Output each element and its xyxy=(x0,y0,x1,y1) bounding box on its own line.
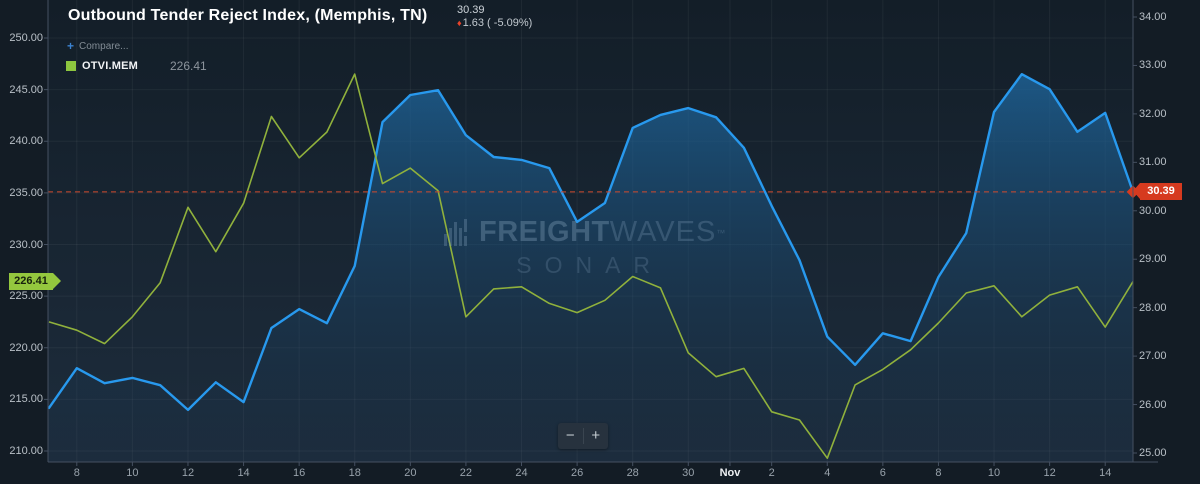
x-axis-label: 22 xyxy=(459,467,473,479)
x-axis-label: 10 xyxy=(987,467,1001,479)
x-axis-label: 30 xyxy=(682,467,695,479)
right-axis-label: 25.00 xyxy=(1139,447,1167,459)
x-axis-label: 4 xyxy=(824,467,831,479)
x-axis-label: 16 xyxy=(293,467,306,479)
otri-area-fill xyxy=(49,74,1133,462)
left-axis-label: 240.00 xyxy=(9,135,43,148)
axis-frame xyxy=(44,0,1158,466)
plus-icon: + xyxy=(67,39,75,53)
quote-change: ♦1.63 ( -5.09%) xyxy=(457,17,532,30)
left-axis-label: 250.00 xyxy=(9,32,43,44)
x-axis-label: 14 xyxy=(237,467,250,479)
page-title: Outbound Tender Reject Index, (Memphis, … xyxy=(68,7,428,24)
change-down-arrow-icon: ♦ xyxy=(457,18,462,28)
x-axis-label: 24 xyxy=(515,467,528,479)
x-axis-label: 26 xyxy=(570,467,584,479)
quote-last-value: 30.39 xyxy=(457,4,485,16)
quote-change-text: 1.63 ( -5.09%) xyxy=(462,17,533,29)
zoom-controls: − + xyxy=(558,423,608,449)
zoom-out-button[interactable]: − xyxy=(565,427,575,444)
left-axis-label: 210.00 xyxy=(9,445,43,457)
x-axis-label: 2 xyxy=(768,467,775,479)
x-axis-label: 14 xyxy=(1099,467,1112,479)
x-axis-label: 8 xyxy=(73,467,80,479)
tag-arrow-right xyxy=(53,273,61,290)
series-symbol: OTVI.MEM xyxy=(82,60,138,72)
series-color-swatch xyxy=(66,61,76,71)
otvi-line-series xyxy=(48,73,1134,459)
right-axis-label: 30.00 xyxy=(1139,204,1167,217)
right-axis-label: 34.00 xyxy=(1139,11,1167,23)
left-axis-label: 220.00 xyxy=(9,341,43,354)
x-axis-label: 20 xyxy=(404,467,417,479)
x-axis-label: Nov xyxy=(719,467,741,479)
x-axis-label: 12 xyxy=(181,467,195,479)
left-axis-current-value-tag: 226.41 xyxy=(9,273,61,291)
right-axis-label: 28.00 xyxy=(1139,301,1167,314)
x-axis-label: 18 xyxy=(348,467,361,479)
zoom-divider xyxy=(582,428,584,444)
legend-item-otvi[interactable]: OTVI.MEM 226.41 xyxy=(66,59,207,73)
left-axis-label: 230.00 xyxy=(9,238,43,251)
right-axis-label: 33.00 xyxy=(1139,59,1167,72)
x-axis-label: 12 xyxy=(1043,467,1056,479)
quote-block: 30.39 ♦1.63 ( -5.09%) xyxy=(457,4,532,30)
zoom-in-button[interactable]: + xyxy=(591,427,601,444)
x-axis-label: 28 xyxy=(626,467,639,479)
right-axis-label: 29.00 xyxy=(1139,253,1167,266)
compare-label: Compare... xyxy=(79,40,129,52)
right-axis-label: 26.00 xyxy=(1139,398,1167,411)
right-axis-label: 27.00 xyxy=(1139,350,1167,363)
right-axis-current-value-tag: 30.39 xyxy=(1133,183,1182,201)
right-axis-label: 32.00 xyxy=(1139,107,1167,120)
series-value: 226.41 xyxy=(170,59,207,73)
left-axis-label: 215.00 xyxy=(9,393,43,406)
x-axis-label: 6 xyxy=(879,467,886,479)
tag-arrow-left xyxy=(1133,183,1140,200)
x-axis-label: 8 xyxy=(935,467,942,479)
x-axis-label: 10 xyxy=(126,467,139,479)
left-axis-label: 245.00 xyxy=(9,83,43,96)
right-axis-label: 31.00 xyxy=(1139,156,1167,169)
otri-line-series xyxy=(47,73,1135,412)
left-axis-label: 225.00 xyxy=(9,290,43,303)
compare-button[interactable]: + Compare... xyxy=(67,39,128,53)
left-axis-label: 235.00 xyxy=(9,186,43,199)
